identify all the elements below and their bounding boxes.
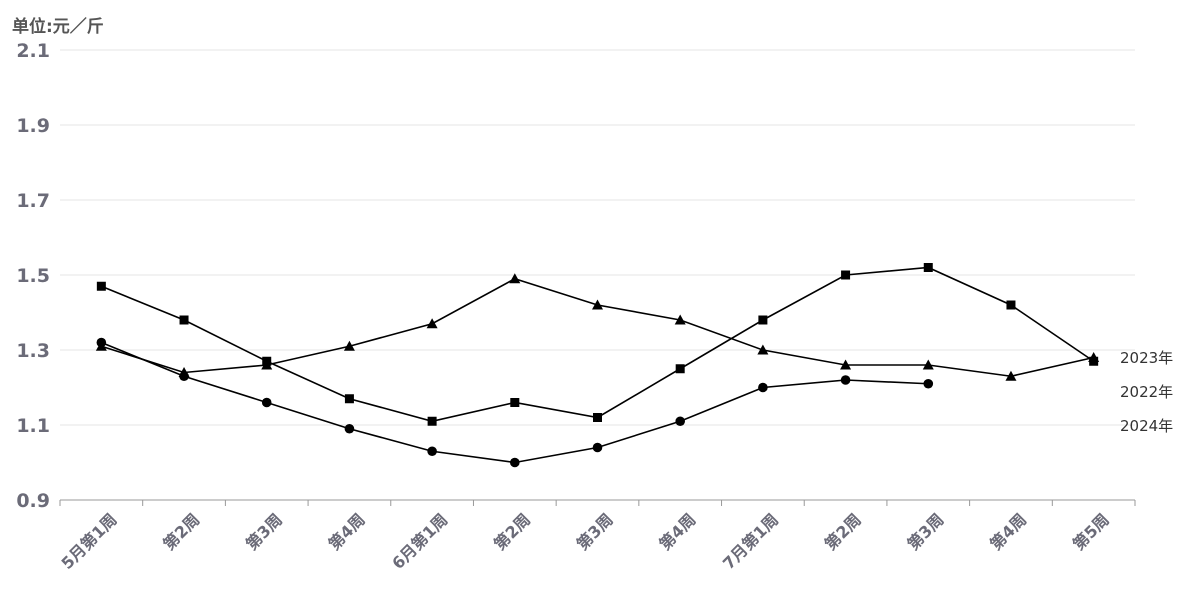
data-point-square — [923, 263, 933, 272]
y-tick-label: 1.3 — [16, 340, 50, 362]
series-square — [96, 263, 1099, 426]
x-tick-label: 第4周 — [656, 510, 700, 554]
x-tick-label: 第3周 — [904, 510, 948, 554]
series-layer — [95, 263, 1100, 468]
legend-label: 2024年 — [1120, 417, 1173, 435]
x-tick-label: 6月第1周 — [388, 510, 451, 573]
x-tick-label: 第2周 — [821, 510, 865, 554]
y-tick-label: 1.1 — [16, 415, 50, 437]
data-point-circle — [179, 371, 189, 382]
y-tick-label: 2.1 — [16, 40, 50, 62]
y-tick-label: 1.5 — [16, 265, 50, 287]
data-point-circle — [675, 416, 685, 427]
legend-layer: 2023年 2022年 2024年 — [1120, 349, 1173, 435]
x-tick-label: 第3周 — [573, 510, 617, 554]
data-point-triangle — [757, 344, 769, 355]
data-point-triangle — [674, 314, 686, 325]
data-point-square — [344, 394, 354, 404]
legend-label: 2022年 — [1120, 383, 1173, 401]
series-circle — [96, 337, 934, 468]
grid-layer — [60, 49, 1135, 426]
data-point-triangle — [1005, 370, 1017, 381]
data-point-square — [427, 416, 437, 426]
series-triangle — [95, 273, 1100, 381]
data-point-square — [593, 413, 602, 422]
data-point-circle — [923, 378, 934, 389]
data-point-triangle — [509, 273, 521, 284]
x-tick-label: 第5周 — [1069, 510, 1113, 554]
x-tick-label: 第4周 — [986, 510, 1030, 554]
x-tick-label: 5月第1周 — [58, 510, 121, 573]
data-point-circle — [592, 442, 603, 453]
y-tick-label: 0.9 — [16, 490, 50, 512]
x-tick-label: 第2周 — [159, 510, 203, 554]
series-line — [101, 266, 1095, 423]
data-point-square — [1006, 300, 1016, 310]
data-point-circle — [344, 423, 355, 434]
data-point-square — [96, 281, 106, 291]
data-point-square — [841, 270, 851, 280]
series-line — [101, 277, 1094, 378]
data-point-triangle — [922, 359, 934, 370]
data-point-triangle — [840, 359, 852, 370]
data-point-circle — [427, 446, 437, 457]
data-point-triangle — [592, 299, 603, 310]
data-point-circle — [758, 382, 768, 393]
data-point-triangle — [343, 340, 355, 351]
data-point-square — [758, 315, 768, 325]
data-point-circle — [510, 457, 520, 468]
unit-label: 单位:元／斤 — [12, 16, 104, 37]
x-tick-label: 第2周 — [490, 510, 534, 554]
data-point-triangle — [426, 318, 438, 329]
x-tick-label: 7月第1周 — [719, 510, 782, 573]
data-point-circle — [96, 337, 107, 348]
data-point-square — [510, 398, 520, 407]
data-point-square — [1089, 356, 1099, 366]
legend-label: 2023年 — [1120, 349, 1173, 367]
x-tick-label: 第4周 — [325, 510, 369, 554]
data-point-circle — [261, 397, 272, 408]
data-point-square — [179, 315, 189, 325]
data-point-circle — [840, 375, 851, 385]
x-tick-label: 第3周 — [242, 510, 286, 554]
data-point-square — [262, 356, 272, 366]
y-tick-label: 1.9 — [16, 115, 50, 137]
y-tick-label: 1.7 — [16, 190, 50, 212]
data-point-square — [675, 364, 685, 374]
